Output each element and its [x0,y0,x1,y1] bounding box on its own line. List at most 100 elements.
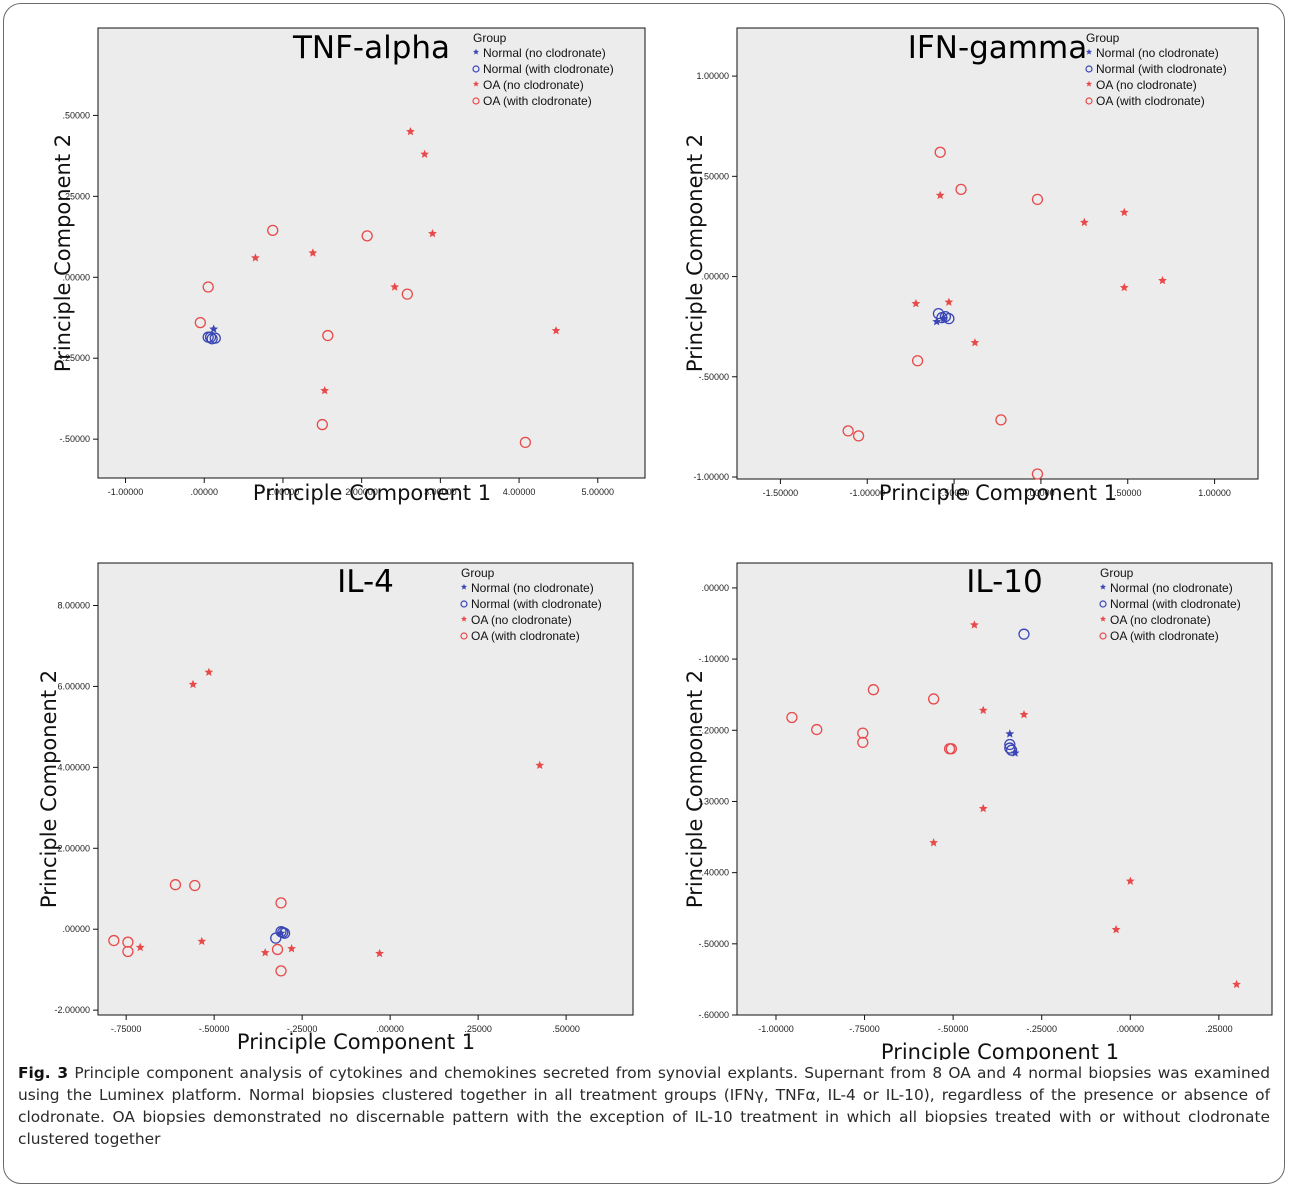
y-tick-label: -.50000 [698,939,729,949]
data-point-star [535,760,545,769]
data-point-circle [1031,193,1044,206]
legend-entry: OA (with clodronate) [1110,629,1219,643]
legend-marker-star [1100,583,1106,590]
data-point-star [135,942,145,952]
y-tick-label: -.50000 [698,372,729,382]
legend-entry: Normal (with clodronate) [483,62,614,76]
legend-entry: Normal (with clodronate) [471,597,602,611]
data-point-star [1080,217,1089,227]
x-tick-label: 3.00000 [424,487,457,497]
data-point-star [932,317,942,326]
legend-entry: Normal (no clodronate) [483,46,606,60]
x-tick-label: 5.00000 [582,487,615,497]
x-tick-label: .50000 [552,1024,580,1034]
x-tick-label: -.25000 [1026,1024,1057,1034]
data-point-circle [943,312,955,325]
plot-area [736,27,1259,480]
data-point-star [1125,876,1135,885]
x-tick-label: -.75000 [111,1024,142,1034]
x-tick-label: -1.50000 [763,488,799,498]
legend-marker-star [473,80,479,87]
y-tick-label: .00000 [701,583,729,593]
panel-title: IL-10 [966,564,1043,600]
data-point-circle [911,355,924,367]
data-point-circle [932,307,945,320]
data-point-circle [401,288,413,300]
data-point-star [1158,276,1167,285]
y-tick-label: -.20000 [698,725,729,735]
data-point-circle [945,743,958,755]
legend-entry: OA (no clodronate) [1096,78,1197,92]
data-point-circle [519,436,532,449]
data-point-circle [267,224,279,236]
x-tick-label: 2.00000 [345,487,378,497]
data-point-circle [955,183,967,196]
data-point-star [978,804,988,813]
y-tick-label: -.60000 [698,1010,729,1020]
data-point-star [929,838,938,847]
x-tick-label: .00000 [1117,1024,1145,1034]
data-point-star [1232,979,1241,989]
data-point-circle [322,329,334,342]
data-point-star [188,679,198,689]
x-tick-label: -1.00000 [758,1024,794,1034]
y-axis-title: Principle Component 2 [37,670,61,908]
legend-marker-star [1086,48,1092,55]
y-tick-label: .00000 [701,272,729,282]
data-point-circle [1004,738,1016,751]
data-point-star [209,324,219,333]
plot-area [97,562,634,1016]
legend-marker-star [1086,80,1092,87]
data-point-circle [194,316,206,329]
y-tick-label: 6.00000 [57,681,90,691]
panel-title: IFN-gamma [908,30,1087,66]
x-tick-label: -.50000 [199,1024,230,1034]
data-point-star [551,326,561,335]
data-point-star [251,253,260,262]
panel-ifn-gamma: -1.50000 -1.00000 -.50000 .00000 .50000 1.000… [683,27,1259,505]
data-point-circle [271,943,284,956]
x-tick-label: -1.00000 [108,487,144,497]
legend-marker-circle [460,632,468,640]
legend-marker-star [473,48,479,55]
y-tick-label: .50000 [701,171,729,181]
y-tick-label: -2.00000 [54,1005,90,1015]
figure-caption: Fig. 3 Principle component analysis of c… [18,1062,1270,1150]
data-point-star [1119,283,1129,292]
x-tick-label: .00000 [376,1024,404,1034]
data-point-circle [169,879,182,891]
data-point-circle [852,430,865,442]
legend-entry: Normal (with clodronate) [1096,62,1227,76]
legend-marker-star [461,615,467,622]
y-tick-label: -.25000 [59,353,90,363]
y-tick-label: -.30000 [698,796,729,806]
data-point-circle [277,926,289,939]
data-point-star [911,299,921,308]
data-point-circle [786,711,798,724]
data-point-star [197,936,207,946]
data-point-circle [122,945,134,958]
legend-marker-circle [460,600,468,608]
panel-il-10: -1.00000 -.75000 -.50000 -.25000 .00000 .2500… [683,562,1273,1060]
legend-entry: Normal (no clodronate) [471,581,594,595]
legend-entry: OA (no clodronate) [483,78,584,92]
data-point-circle [842,425,854,437]
legend-title: Group [1086,31,1120,45]
x-tick-label: 1.00000 [1198,488,1231,498]
panel-tnf-alpha: -1.00000 .00000 1.00000 2.00000 3.00000 4.000… [51,27,646,505]
legend-marker-circle [1099,632,1107,640]
legend-entry: OA (with clodronate) [1096,94,1205,108]
legend-entry: OA (with clodronate) [471,629,580,643]
data-point-star [260,948,270,957]
data-point-circle [122,936,134,948]
data-point-circle [202,281,214,293]
x-tick-label: 1.00000 [267,487,300,497]
data-point-circle [1018,628,1030,640]
legend-marker-circle [472,97,480,105]
x-tick-label: .00000 [190,487,218,497]
x-tick-label: .25000 [464,1024,492,1034]
legend-entry: OA (no clodronate) [1110,613,1211,627]
legend-title: Group [1100,566,1134,580]
